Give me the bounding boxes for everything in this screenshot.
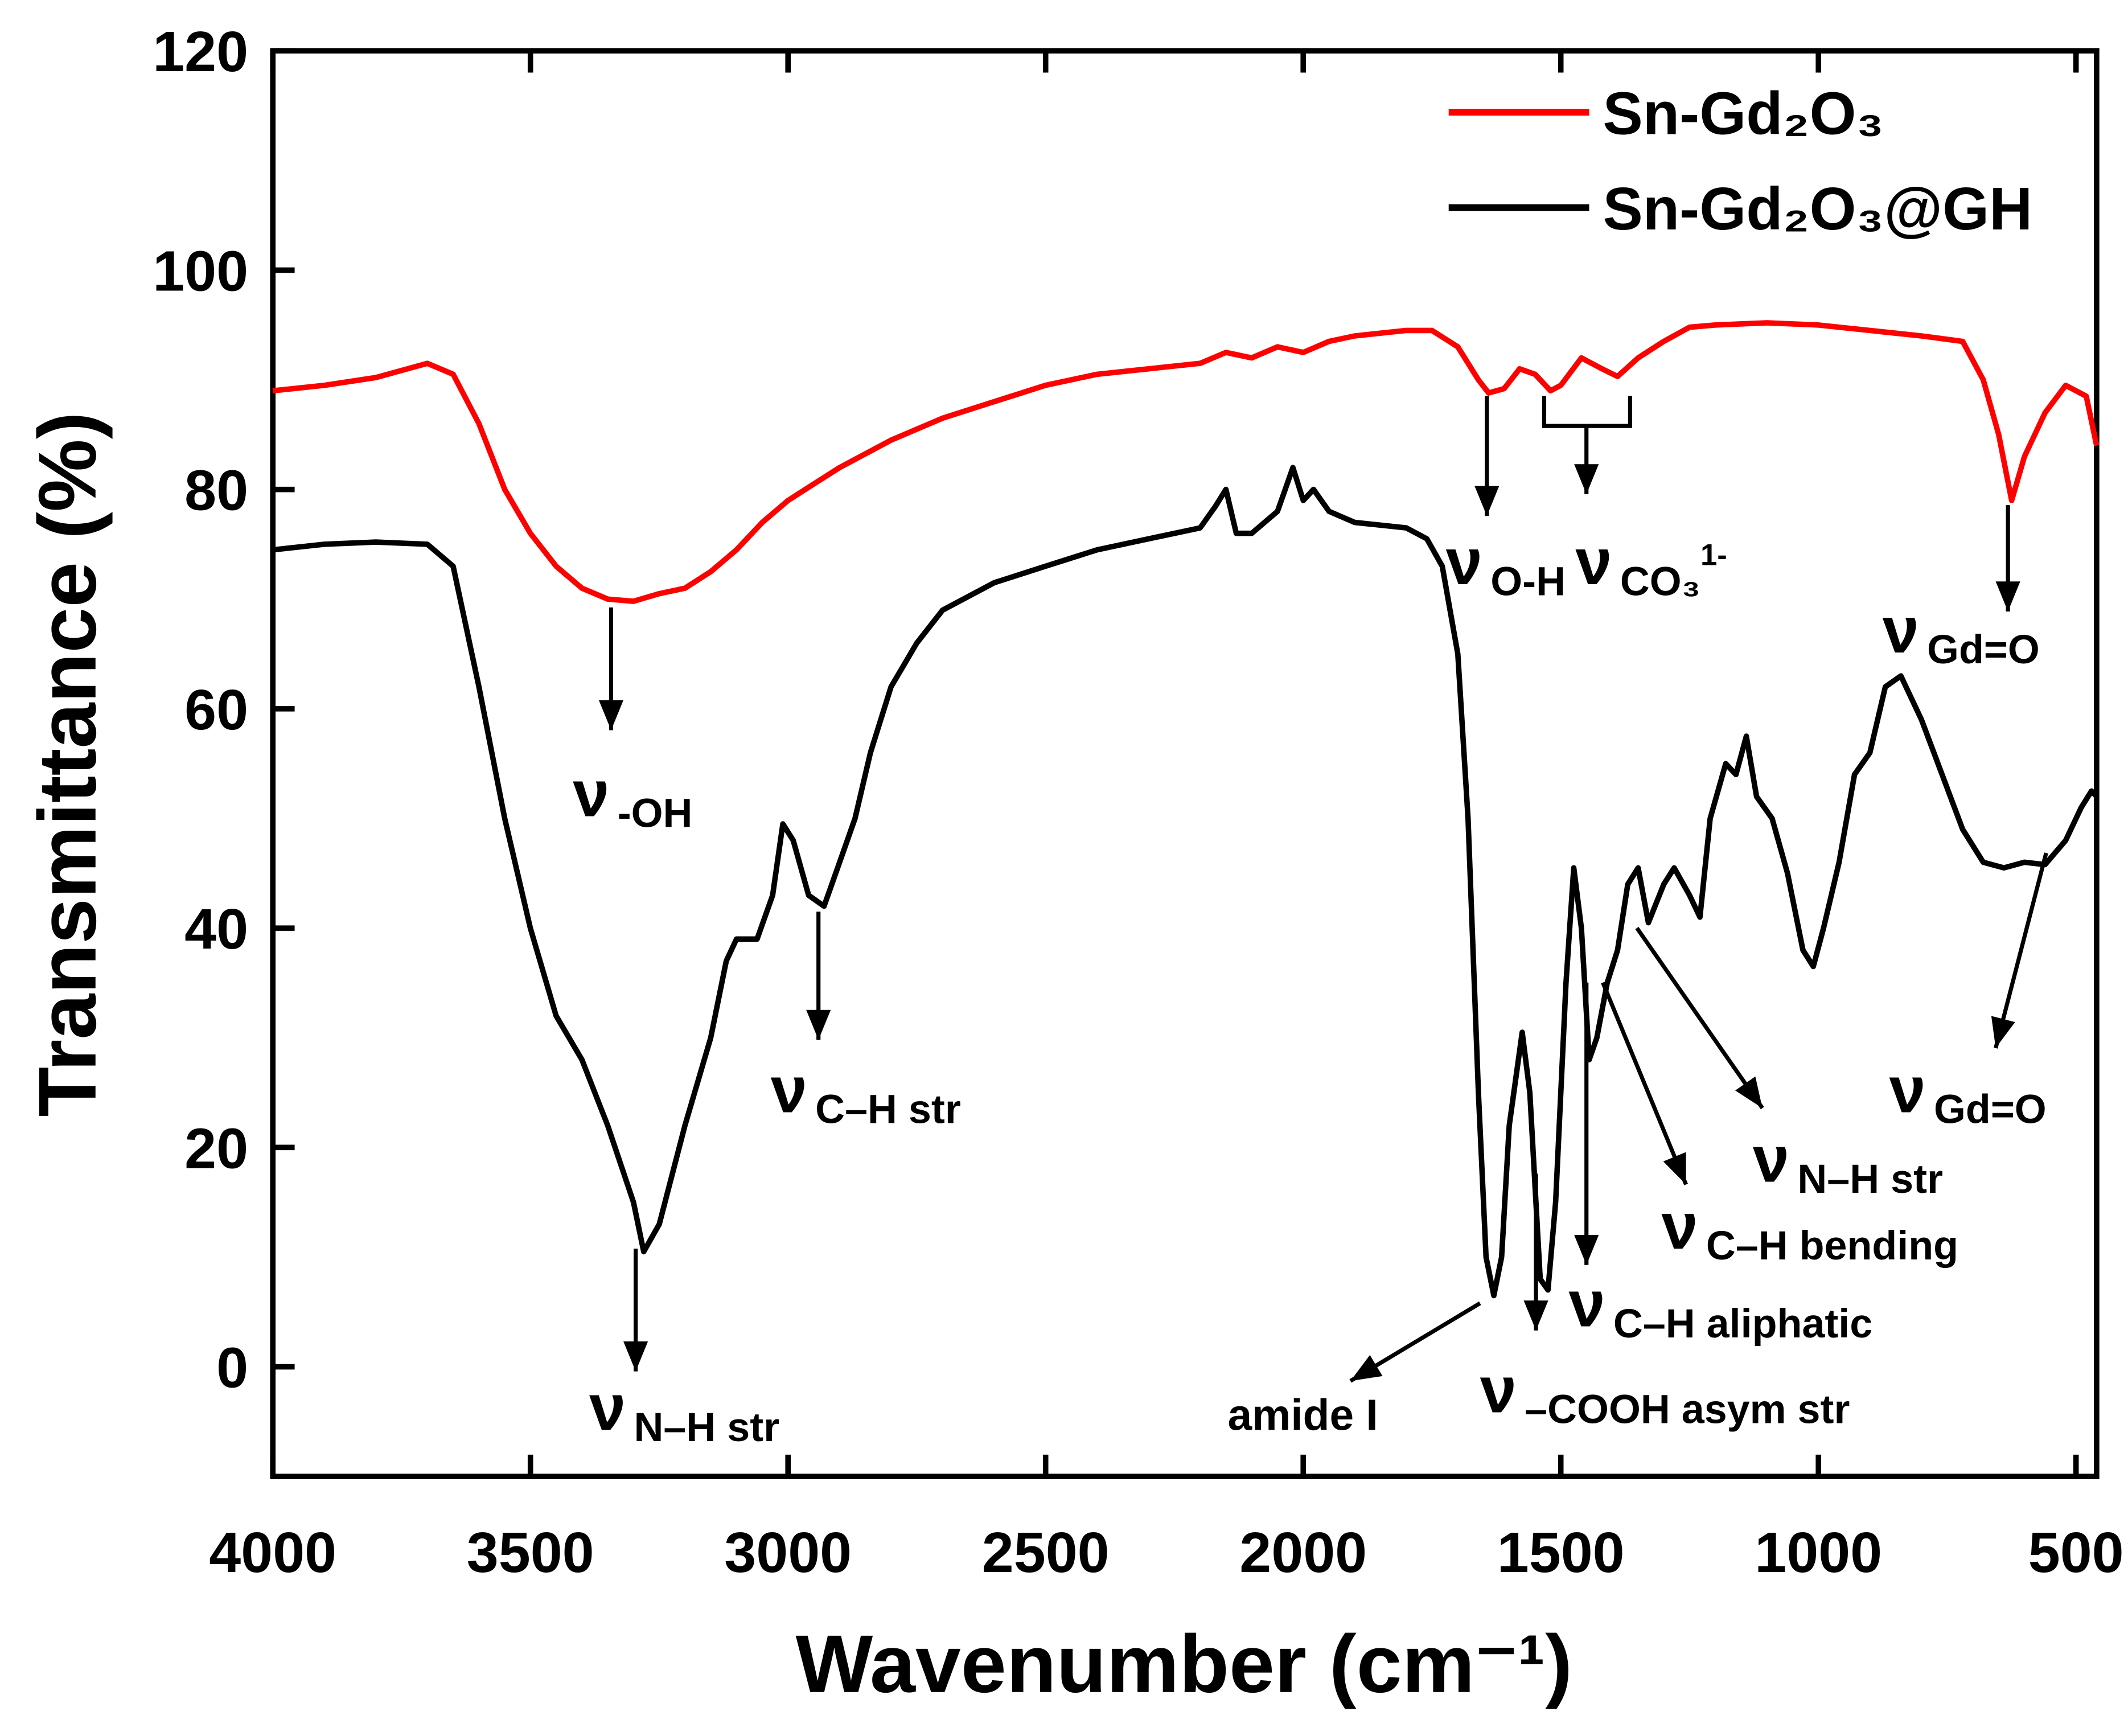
x-tick-label: 500 <box>2028 1521 2124 1585</box>
arrow-head <box>1474 486 1500 516</box>
annotation: ν Gd=O <box>1889 1053 2047 1132</box>
arrow-head <box>1574 464 1599 494</box>
annotation-sub: C–H aliphatic <box>1613 1301 1872 1347</box>
y-axis-title: Transmittance (%) <box>22 412 113 1117</box>
legend-label: Sn-Gd₂O₃@GH <box>1603 176 2032 243</box>
annotation-sub: CO₃ <box>1620 559 1700 604</box>
arrow-head <box>598 700 624 730</box>
annotation: ν C–H aliphatic <box>1569 1268 1873 1347</box>
annotation-sub: –COOH asym str <box>1525 1387 1850 1433</box>
annotation: ν -OH <box>573 757 692 836</box>
x-tick-label: 3500 <box>467 1521 594 1585</box>
annotation-sub: N–H str <box>1797 1156 1943 1202</box>
annotation-symbol: ν <box>771 1053 807 1126</box>
x-tick-label: 1000 <box>1755 1521 1882 1585</box>
annotation-symbol: ν <box>1662 1190 1698 1263</box>
arrow-head <box>1991 1016 2015 1048</box>
annotation: ν N–H str <box>589 1372 779 1450</box>
annotation-sub: O-H <box>1490 559 1566 604</box>
annotation-arrow <box>1601 982 1688 1185</box>
arrow-head <box>1350 1355 1383 1381</box>
x-axis-title: Wavenumber (cm⁻¹) <box>796 1619 1573 1710</box>
series-line <box>272 320 2100 604</box>
arrow-head <box>1523 1300 1548 1331</box>
arrow-head <box>806 1009 831 1040</box>
legend-label: Sn-Gd₂O₃ <box>1603 80 1884 147</box>
arrow-head <box>1574 1235 1599 1265</box>
annotation-symbol: ν <box>1889 1053 1926 1126</box>
y-tick-label: 80 <box>184 459 248 523</box>
annotation-symbol: ν <box>1753 1123 1789 1196</box>
y-tick-label: 40 <box>184 897 248 961</box>
annotation-bracket <box>1542 396 1632 428</box>
annotation-sub: Gd=O <box>1934 1087 2047 1132</box>
x-tick-label: 4000 <box>209 1521 336 1585</box>
annotation-sub: N–H str <box>634 1405 779 1450</box>
annotation-sub: Gd=O <box>1927 627 2040 672</box>
annotation: ν –COOH asym str <box>1480 1354 1850 1433</box>
annotation: ν N–H str <box>1753 1123 1943 1202</box>
annotation: ν Gd=O <box>1883 594 2040 672</box>
annotation-symbol: amide I <box>1228 1392 1378 1440</box>
annotation: ν C–H bending <box>1662 1190 1959 1269</box>
annotation-symbol: ν <box>1446 526 1482 598</box>
annotation-sub: -OH <box>618 791 693 836</box>
annotation-sup: 1- <box>1700 539 1727 572</box>
arrow-head <box>1663 1152 1686 1185</box>
arrow-head <box>1735 1076 1763 1109</box>
annotation: ν O-H <box>1446 526 1566 604</box>
annotation-sub: C–H str <box>815 1087 961 1132</box>
annotation: amide I <box>1228 1392 1378 1440</box>
y-tick-label: 0 <box>216 1336 248 1400</box>
annotation-arrow <box>1994 852 2048 1049</box>
y-tick-label: 100 <box>153 239 248 303</box>
annotation-symbol: ν <box>573 757 609 830</box>
series-line <box>272 465 2099 1299</box>
arrow-head <box>623 1341 648 1372</box>
y-tick-label: 120 <box>153 20 248 84</box>
annotation-sub: C–H bending <box>1706 1223 1958 1269</box>
annotation-symbol: ν <box>1576 526 1612 598</box>
y-tick-label: 60 <box>184 678 248 742</box>
annotation: ν C–H str <box>771 1053 961 1132</box>
annotation: ν CO₃1- <box>1576 526 1727 604</box>
x-tick-label: 2500 <box>982 1521 1110 1585</box>
x-tick-label: 1500 <box>1497 1521 1625 1585</box>
plot-frame <box>270 48 2100 1479</box>
x-tick-label: 3000 <box>724 1521 852 1585</box>
annotation-arrow <box>1635 926 1764 1110</box>
annotation-symbol: ν <box>1480 1354 1517 1427</box>
annotation-symbol: ν <box>589 1372 626 1444</box>
annotation-symbol: ν <box>1569 1268 1605 1341</box>
y-tick-label: 20 <box>184 1117 248 1180</box>
annotation-symbol: ν <box>1883 594 1919 667</box>
arrow-head <box>1995 581 2020 612</box>
x-tick-label: 2000 <box>1239 1521 1367 1585</box>
